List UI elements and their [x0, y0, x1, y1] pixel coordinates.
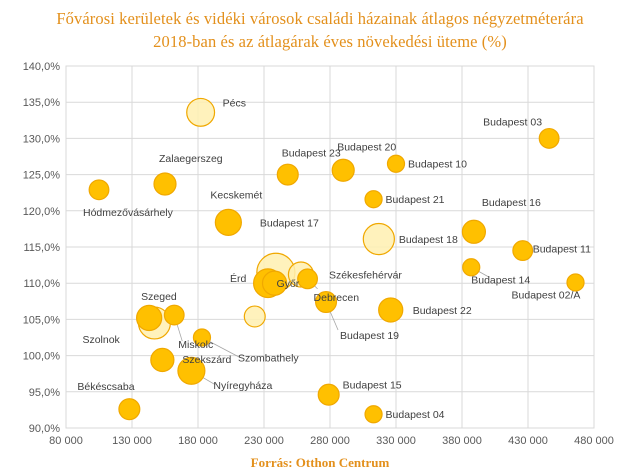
bubble-b-k-scsaba [118, 398, 141, 421]
bubble-budapest-15 [317, 383, 340, 406]
y-axis: 90,0% 95,0% 100,0% 105,0% 110,0% 115,0% 120,0%… [23, 61, 61, 435]
bubble-label: Budapest 18 [399, 234, 458, 246]
bubble-label: Budapest 15 [343, 380, 402, 392]
bubble-label: Budapest 11 [533, 244, 591, 256]
y-tick-label: 100,0% [23, 351, 61, 363]
bubble-label: Nyíregyháza [213, 380, 272, 392]
bubble-budapest-11 [512, 240, 534, 262]
bubble-label: Szeged [141, 291, 177, 303]
source-note: Forrás: Otthon Centrum [250, 455, 390, 470]
bubble-szeged [136, 304, 163, 332]
bubble-label: Zalaegerszeg [159, 153, 223, 165]
bubble-label: Szombathely [238, 353, 299, 365]
bubble-h-dmez-v-s-rhely [88, 179, 110, 201]
bubble-zalaegerszeg [153, 172, 177, 196]
bubble-label: Békéscsaba [77, 381, 134, 393]
bubble-label: Szolnok [82, 334, 120, 346]
chart-title-line-1: Fővárosi kerületek és vidéki városok csa… [56, 9, 584, 28]
leader-lines [173, 266, 490, 386]
bubble-label: Kecskemét [210, 189, 262, 201]
bubble-label: Miskolc [178, 339, 213, 351]
bubble-label: Budapest 17 [260, 217, 319, 229]
bubble-label: Budapest 10 [408, 159, 467, 171]
bubble-ny-regyh-za [177, 356, 206, 385]
bubble-gy-r [261, 270, 288, 296]
bubble-label: Budapest 02/A [512, 289, 581, 301]
x-tick-label: 330 000 [376, 435, 416, 447]
bubble-budapest-14 [462, 258, 481, 277]
bubble-szeksz-rd [150, 347, 175, 373]
bubble-label: Érd [230, 272, 247, 285]
x-tick-label: 280 000 [310, 435, 350, 447]
bubble-label: Budapest 23 [282, 148, 341, 160]
bubble-budapest-22 [378, 297, 404, 323]
y-tick-label: 110,0% [24, 278, 61, 290]
bubble-label: Budapest 22 [413, 305, 472, 317]
bubble-budapest-02-a [566, 273, 585, 292]
bubble-label: Pécs [223, 97, 246, 109]
x-tick-label: 430 000 [508, 435, 548, 447]
bubble-budapest-19 [315, 290, 338, 314]
bubble-budapest-10 [386, 154, 406, 173]
bubble-labels: Pécs Zalaegerszeg Hódmezővásárhely Kecskemé… [77, 97, 591, 421]
bubble-label: Győr [277, 278, 300, 290]
y-tick-label: 105,0% [23, 314, 61, 326]
bubble-budapest-18 [362, 222, 395, 256]
x-tick-label: 380 000 [442, 435, 482, 447]
y-tick-label: 90,0% [29, 423, 60, 435]
y-tick-label: 120,0% [23, 206, 61, 218]
x-tick-label: 180 000 [178, 435, 218, 447]
gridlines [65, 65, 595, 429]
bubble-p-cs [186, 97, 216, 127]
y-tick-label: 130,0% [23, 133, 61, 145]
bubble-budapest-16 [461, 219, 487, 244]
bubbles [88, 97, 585, 424]
bubble-label: Budapest 14 [471, 274, 530, 286]
bubble-budapest-17-kis- [243, 305, 266, 328]
bubble-label: Székesfehérvár [329, 270, 402, 282]
x-tick-label: 80 000 [49, 435, 83, 447]
bubble-label: Budapest 20 [337, 141, 396, 153]
y-tick-label: 95,0% [29, 387, 60, 399]
bubble-label: Budapest 21 [386, 194, 445, 206]
bubble-budapest-03 [538, 127, 560, 149]
bubble-budapest-20 [331, 158, 355, 182]
bubble-miskolc [163, 304, 185, 326]
bubble-label: Budapest 03 [483, 116, 542, 128]
x-tick-label: 480 000 [574, 435, 614, 447]
y-tick-label: 135,0% [23, 97, 61, 109]
x-axis: 80 000 130 000 180 000 230 000 280 000 330 00… [49, 435, 614, 447]
bubble-debrecen [297, 268, 318, 290]
bubble-label: Budapest 04 [386, 409, 445, 421]
y-tick-label: 125,0% [23, 170, 61, 182]
x-tick-label: 130 000 [112, 435, 152, 447]
x-tick-label: 230 000 [244, 435, 284, 447]
y-tick-label: 115,0% [24, 242, 61, 254]
bubble-label: Budapest 16 [482, 197, 541, 209]
bubble-budapest-04 [364, 405, 383, 424]
y-tick-label: 140,0% [23, 61, 61, 73]
bubble-budapest-21 [364, 190, 383, 209]
bubble-kecskem-t [214, 208, 242, 236]
bubble-label: Debrecen [314, 292, 360, 304]
chart-title-line-2: 2018-ban és az átlagárak éves növekedési… [153, 32, 507, 51]
bubble-budapest-23 [276, 163, 299, 186]
bubble-label: Budapest 19 [340, 330, 399, 342]
bubble-label: Hódmezővásárhely [83, 207, 174, 219]
bubble-szombathely [192, 328, 212, 347]
bubble-label: Szekszárd [182, 354, 231, 366]
